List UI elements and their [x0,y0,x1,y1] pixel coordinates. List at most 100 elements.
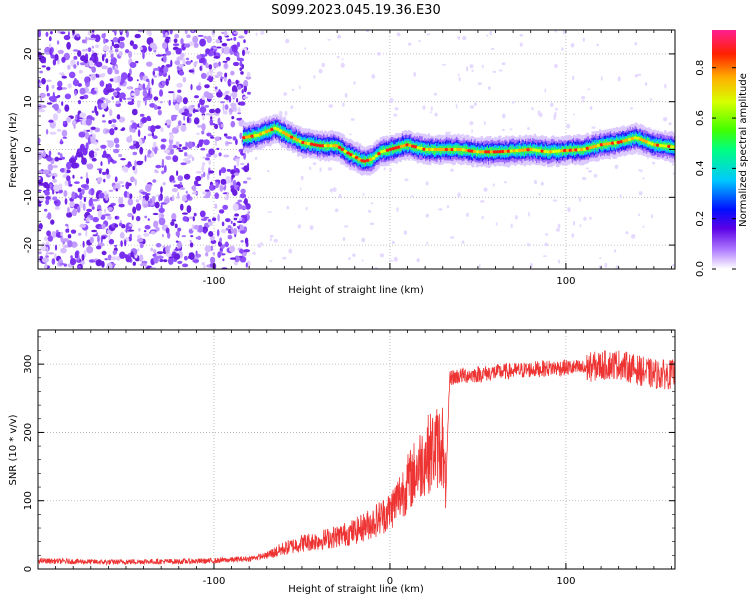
spectrogram-noise-cell [177,120,182,127]
spectrogram-faint-cell [416,258,420,263]
spectrogram-noise-cell [211,109,215,113]
spectrogram-noise-cell [64,198,68,205]
spectrogram-noise-cell [132,43,138,50]
spectrogram-faint-cell [502,128,505,132]
spectrogram-faint-cell [458,77,461,82]
spectrogram-noise-cell [78,69,83,74]
spectrogram-noise-cell [136,234,142,239]
spectrogram-noise-cell [214,136,221,142]
spectrogram-faint-cell [300,175,304,181]
spectrogram-noise-cell [201,218,208,221]
spectrogram-noise-cell [52,196,58,201]
spectrogram-noise-cell [244,30,248,35]
spectrogram-faint-cell [567,207,571,213]
spectrogram-faint-cell [425,181,429,186]
spectrogram-faint-cell [510,223,513,229]
spectrogram-ridge-peak [439,147,443,152]
spectrogram-noise-cell [114,176,118,183]
spectrogram-noise-cell [120,158,126,161]
spectrogram-noise-cell [105,58,109,64]
spectrogram-faint-cell [495,222,498,226]
spectrogram-faint-cell [600,76,603,81]
spectrogram-noise-cell [143,230,147,233]
spectrogram-noise-cell [137,30,145,33]
spectrogram-noise-cell [225,227,229,231]
spectrogram-faint-cell [288,248,293,254]
spectrogram-noise-cell [196,85,202,91]
spectrogram-noise-cell [80,176,83,179]
spectrogram-noise-cell [215,179,221,182]
spectrogram-ridge-peak [385,148,390,152]
spectrogram-noise-cell [152,141,157,149]
spectrogram-ridge-peak [619,140,623,144]
spectrogram-faint-cell [651,214,654,219]
colorbar-ticks: 0.0 0.2 0.4 0.6 0.8 [695,60,736,277]
spectrogram-faint-cell [469,105,475,109]
spectrogram-noise-cell [196,224,199,232]
spectrogram-noise-cell [148,88,151,97]
spectrogram-noise-cell [186,154,193,159]
spectrogram-noise-cell [229,93,233,97]
spectrogram-noise-cell [211,30,215,36]
spectrogram-noise-cell [39,92,46,98]
spectrogram-noise-cell [38,223,43,230]
spectrogram-ridge-peak [430,147,435,152]
spectrogram-noise-cell [186,34,191,38]
spectrogram-ridge-peak [633,136,637,140]
spectrogram-faint-cell [553,114,556,116]
spectrogram-noise-cell [67,240,73,248]
spectrogram-noise-cell [89,236,94,244]
spectrogram-noise-cell [193,42,199,48]
spectrogram-noise-cell [131,122,138,131]
spectrogram-ridge-peak [382,149,387,153]
spectrogram-ridge-peak [489,150,494,154]
spectrogram-ridge-peak [565,148,570,152]
spectrogram-noise-cell [222,110,228,115]
colorbar-tick-label: 0.6 [695,110,706,126]
spectrogram-noise-cell [192,184,197,192]
spectrogram-noise-cell [203,229,207,234]
spectrogram-noise-cell [195,171,202,174]
spectrogram-noise-cell [159,89,163,97]
spectrogram-noise-cell [79,192,83,200]
spectrogram-noise-cell [106,262,113,269]
spectrogram-noise-cell [182,216,188,222]
spectrogram-noise-cell [223,30,228,37]
spectrogram-noise-cell [120,240,123,248]
spectrogram-noise-cell [45,31,49,37]
spectrogram-tick-label-y: 20 [23,48,34,61]
spectrogram-noise-cell [109,158,114,163]
spectrogram-noise-cell [121,185,125,187]
spectrogram-noise-cell [46,246,49,255]
spectrogram-noise-cell [159,101,163,104]
spectrogram-noise-cell [100,161,103,167]
spectrogram-noise-cell [174,248,181,251]
spectrogram-noise-cell [114,126,118,131]
spectrogram-noise-cell [79,96,85,100]
spectrogram-faint-cell [338,194,342,198]
spectrogram-noise-cell [79,62,86,66]
spectrogram-noise-cell [78,232,82,236]
spectrogram-faint-cell [509,128,513,131]
spectrogram-noise-cell [224,62,228,69]
spectrogram-noise-cell [214,192,219,199]
spectrogram-faint-cell [501,62,506,66]
spectrogram-noise-cell [180,124,187,132]
spectrogram-noise-cell [146,115,151,122]
spectrogram-noise-cell [164,123,167,126]
spectrogram-noise-cell [101,65,108,70]
spectrogram-noise-cell [176,82,183,88]
snr-ylabel: SNR (10 * v/v) [8,414,19,485]
spectrogram-noise-cell [45,199,50,205]
spectrogram-faint-cell [318,68,323,74]
spectrogram-noise-cell [114,244,118,247]
spectrogram-noise-cell [135,203,142,211]
spectrogram-noise-cell [230,169,236,175]
spectrogram-faint-cell [591,126,596,129]
spectrogram-noise-cell [91,66,96,73]
spectrogram-faint-cell [638,213,641,217]
spectrogram-noise-cell [76,61,80,66]
spectrogram-frame [37,29,676,270]
spectrogram-faint-cell [361,259,364,262]
